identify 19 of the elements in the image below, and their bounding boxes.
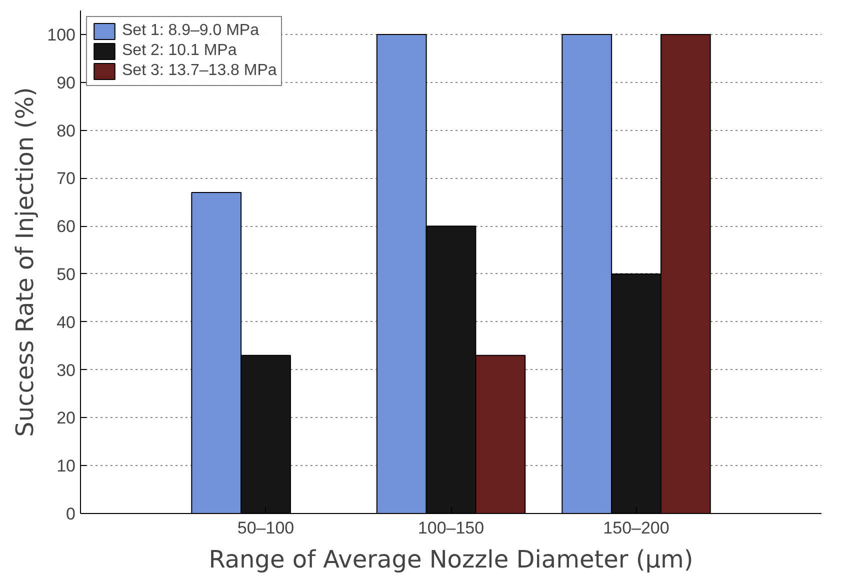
y-tick-label: 10 [56, 456, 76, 476]
x-tick-label: 100–150 [418, 518, 484, 538]
y-axis-title: Success Rate of Injection (%) [11, 87, 40, 437]
y-tick-label: 0 [66, 504, 76, 524]
legend-label: Set 3: 13.7–13.8 MPa [122, 62, 277, 80]
y-tick-label: 90 [56, 73, 76, 92]
y-tick-label: 80 [56, 121, 76, 140]
x-axis-title: Range of Average Nozzle Diameter (μm) [208, 546, 694, 574]
y-tick-label: 70 [56, 169, 76, 188]
y-tick-label: 20 [56, 408, 76, 428]
y-tick-label: 30 [56, 360, 76, 380]
y-tick-label: 60 [56, 217, 76, 236]
x-tick-label: 50–100 [237, 518, 294, 538]
y-tick-label: 40 [56, 312, 76, 332]
legend-label: Set 1: 8.9–9.0 MPa [122, 22, 259, 40]
y-tick-label: 100 [47, 25, 76, 44]
legend-label: Set 2: 10.1 MPa [122, 42, 237, 60]
y-tick-label: 50 [56, 264, 76, 284]
x-tick-label: 150–200 [603, 518, 670, 538]
